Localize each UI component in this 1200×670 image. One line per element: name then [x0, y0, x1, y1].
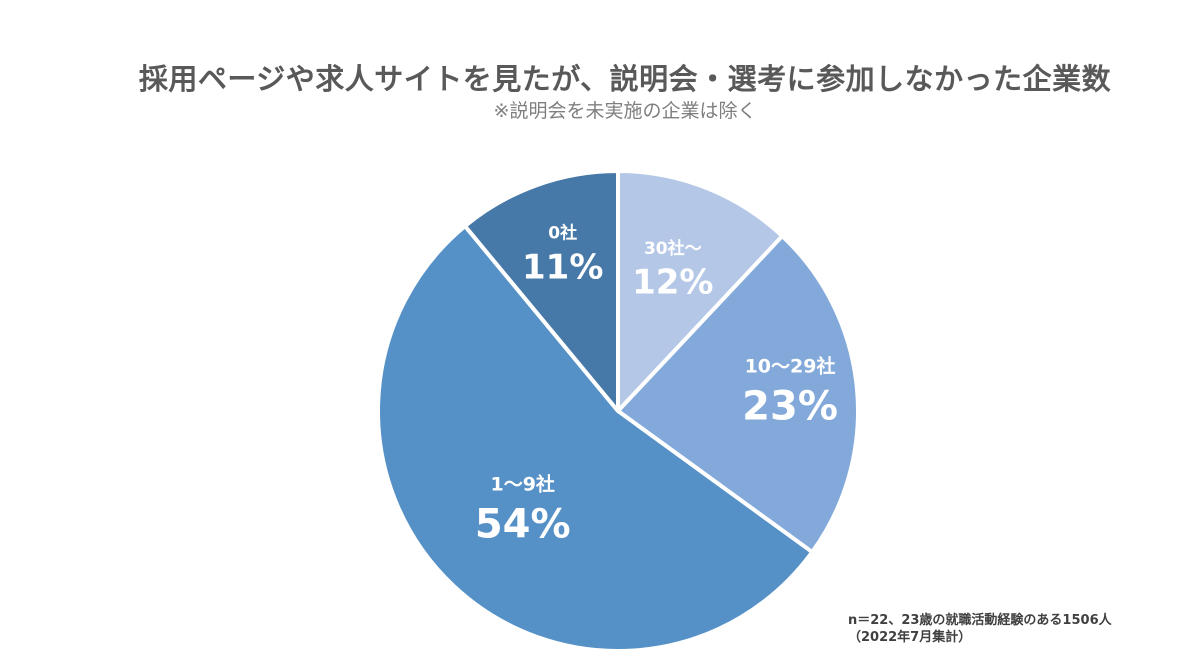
pie-slices — [376, 169, 860, 653]
chart-title: 採用ページや求人サイトを見たが、説明会・選考に参加しなかった企業数 — [138, 62, 1112, 96]
footnote-date: （2022年7月集計） — [848, 630, 972, 645]
slice-category-label-4: 0社 — [548, 223, 577, 244]
slice-value-label-3: 54% — [475, 501, 571, 547]
pie-slice-2 — [616, 234, 860, 555]
slice-category-label-3: 1～9社 — [490, 472, 554, 495]
pie-slice-3 — [376, 224, 815, 653]
slice-category-label-2: 10～29社 — [745, 355, 836, 378]
footnote-sample: n＝22、23歳の就職活動経験のある1506人 — [848, 613, 1112, 628]
chart-subtitle: ※説明会を未実施の企業は除く — [493, 100, 757, 122]
slice-value-label-2: 23% — [742, 384, 838, 430]
slice-value-label-4: 11% — [522, 248, 603, 288]
pie-slice-4 — [463, 169, 620, 413]
footnote: n＝22、23歳の就職活動経験のある1506人 （2022年7月集計） — [848, 612, 1112, 646]
slice-value-label-1: 12% — [632, 263, 713, 303]
pie-slice-1 — [616, 169, 785, 413]
slice-category-label-1: 30社～ — [644, 238, 702, 259]
pie-labels: 30社～ 12% 10～29社 23% 1～9社 54% 0社 11% — [475, 223, 838, 548]
